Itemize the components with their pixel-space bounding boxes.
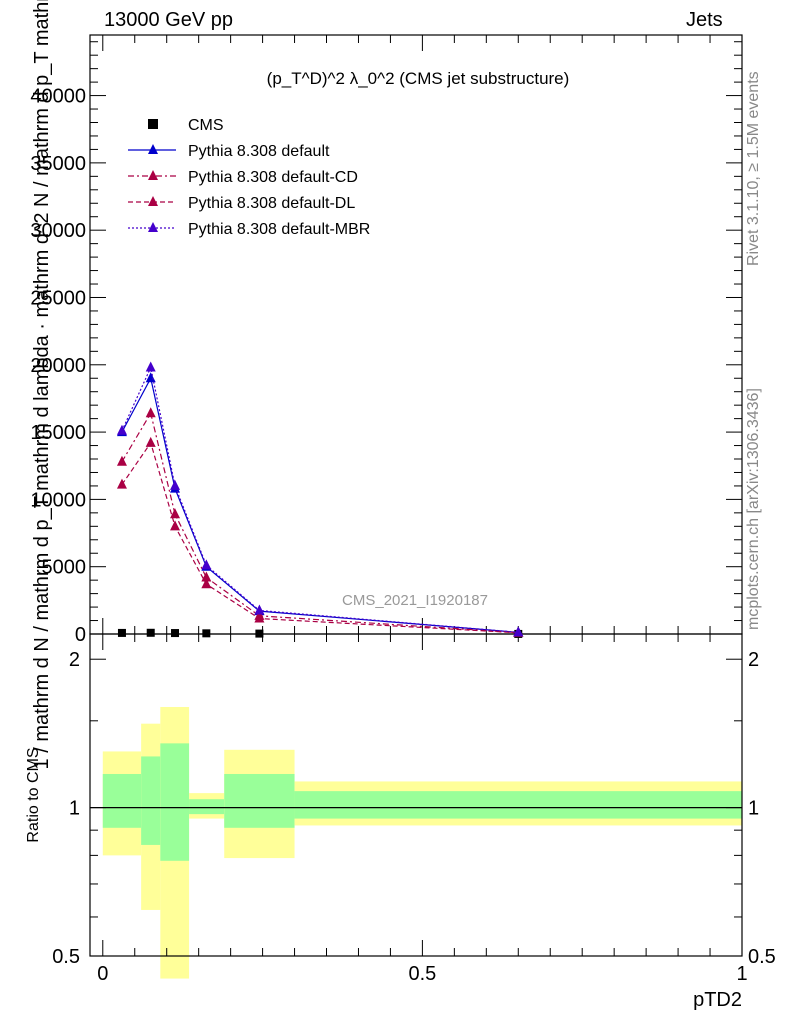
ratio-ytick-label-2: 2 <box>69 649 80 671</box>
legend-label-1: Pythia 8.308 default <box>188 143 330 160</box>
series-point-1 <box>145 372 156 383</box>
series-line-2 <box>121 411 519 634</box>
legend-marker-0 <box>148 119 158 129</box>
ratio-frame <box>89 633 743 957</box>
main-ytick-label-0: 0 <box>75 624 86 646</box>
main-ytick-label-40000: 40000 <box>30 86 86 108</box>
header-left: 13000 GeV pp <box>104 9 233 31</box>
series-point-4 <box>170 479 181 490</box>
series-point-3 <box>116 478 127 489</box>
cms-point <box>146 628 155 637</box>
cms-point <box>255 629 264 638</box>
ratio-xtick-label-1: 0.5 <box>408 963 436 985</box>
main-ytick-label-30000: 30000 <box>30 220 86 242</box>
legend-marker-2 <box>148 170 158 180</box>
ratio-ytick-label-0.5: 0.5 <box>52 946 80 968</box>
ratio-ytick-label-right-1: 1 <box>748 798 759 820</box>
legend-marker-4 <box>148 222 158 232</box>
series-point-4 <box>145 361 156 372</box>
cms-point <box>117 628 126 637</box>
series-point-2 <box>170 508 181 519</box>
legend-label-2: Pythia 8.308 default-CD <box>188 169 358 186</box>
main-ytick-label-15000: 15000 <box>30 422 86 444</box>
series-point-2 <box>145 407 156 418</box>
legend-marker-3 <box>148 196 158 206</box>
series-point-3 <box>254 612 265 623</box>
cms-point <box>202 629 211 638</box>
main-y-axis-title-text: 1 / mathrm d N / mathrm d p_T mathrm d l… <box>31 0 53 769</box>
main-y-axis-title: 1 / mathrm d N / mathrm d p_T mathrm d l… <box>31 0 53 769</box>
series-point-4 <box>254 604 265 615</box>
main-ytick-label-5000: 5000 <box>42 557 87 579</box>
legend-label-0: CMS <box>188 117 224 134</box>
series-point-4 <box>201 559 212 570</box>
cms-point <box>171 629 180 638</box>
legend-marker-1 <box>148 144 158 154</box>
main-ytick-label-10000: 10000 <box>30 489 86 511</box>
ratio-ytick-label-right-2: 2 <box>748 649 759 671</box>
ratio-band-inner-5 <box>294 791 742 819</box>
ratio-xtick-label-2: 1 <box>736 963 747 985</box>
header-right: Jets <box>686 9 723 31</box>
ratio-xtick-label-0: 0 <box>97 963 108 985</box>
main-ytick-label-25000: 25000 <box>30 287 86 309</box>
legend-label-4: Pythia 8.308 default-MBR <box>188 221 370 238</box>
main-ytick-label-20000: 20000 <box>30 355 86 377</box>
watermark: CMS_2021_I1920187 <box>342 592 488 609</box>
ratio-band-inner-4 <box>224 773 295 828</box>
main-ytick-label-35000: 35000 <box>30 153 86 175</box>
ratio-ytick-label-1: 1 <box>69 798 80 820</box>
ratio-band-inner-3 <box>189 799 225 815</box>
series-point-2 <box>116 455 127 466</box>
legend-label-3: Pythia 8.308 default-DL <box>188 195 355 212</box>
ratio-ytick-label-right-0.5: 0.5 <box>748 946 776 968</box>
ratio-y-axis-title: Ratio to CMS <box>25 747 42 842</box>
series-point-3 <box>170 520 181 531</box>
series-point-3 <box>201 578 212 589</box>
series-point-3 <box>145 436 156 447</box>
series-line-4 <box>121 365 519 633</box>
main-title: (p_T^D)^2 λ_0^2 (CMS jet substructure) <box>267 69 570 88</box>
ratio-band-inner-2 <box>160 743 190 861</box>
series-line-3 <box>121 441 519 634</box>
series-point-4 <box>513 626 524 637</box>
series-point-2 <box>201 571 212 582</box>
ratio-band-inner-0 <box>102 773 142 828</box>
x-axis-title: pTD2 <box>693 989 742 1011</box>
ratio-band-inner-1 <box>141 756 161 845</box>
series-point-4 <box>116 424 127 435</box>
